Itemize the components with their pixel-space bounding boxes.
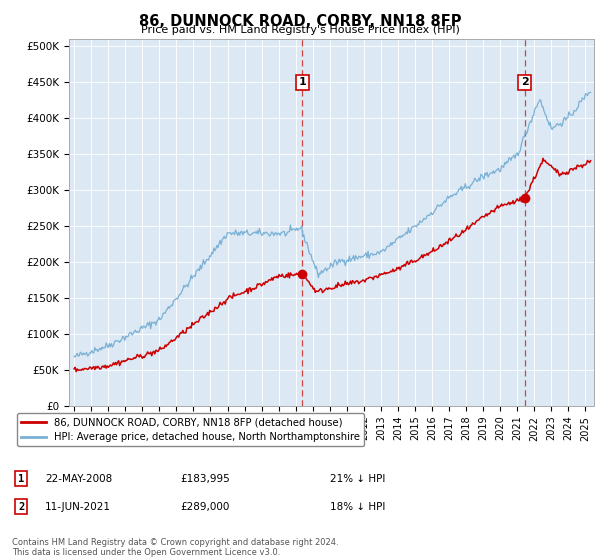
Text: 1: 1 bbox=[298, 77, 306, 87]
Text: 2: 2 bbox=[521, 77, 529, 87]
Text: Price paid vs. HM Land Registry's House Price Index (HPI): Price paid vs. HM Land Registry's House … bbox=[140, 25, 460, 35]
Text: 1: 1 bbox=[18, 474, 24, 484]
Text: 22-MAY-2008: 22-MAY-2008 bbox=[45, 474, 112, 484]
Text: 86, DUNNOCK ROAD, CORBY, NN18 8FP: 86, DUNNOCK ROAD, CORBY, NN18 8FP bbox=[139, 14, 461, 29]
Text: £183,995: £183,995 bbox=[180, 474, 230, 484]
Text: 18% ↓ HPI: 18% ↓ HPI bbox=[330, 502, 385, 512]
Text: £289,000: £289,000 bbox=[180, 502, 229, 512]
Text: 2: 2 bbox=[18, 502, 24, 512]
Text: 11-JUN-2021: 11-JUN-2021 bbox=[45, 502, 111, 512]
Legend: 86, DUNNOCK ROAD, CORBY, NN18 8FP (detached house), HPI: Average price, detached: 86, DUNNOCK ROAD, CORBY, NN18 8FP (detac… bbox=[17, 413, 364, 446]
Text: 21% ↓ HPI: 21% ↓ HPI bbox=[330, 474, 385, 484]
Text: Contains HM Land Registry data © Crown copyright and database right 2024.
This d: Contains HM Land Registry data © Crown c… bbox=[12, 538, 338, 557]
